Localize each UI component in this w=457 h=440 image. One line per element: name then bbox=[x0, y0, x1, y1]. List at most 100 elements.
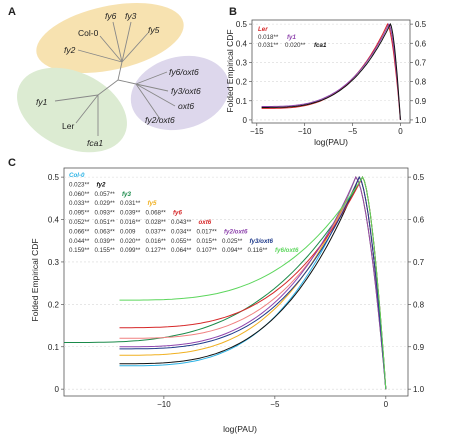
y-tick-label-left: 0 bbox=[243, 116, 248, 125]
x-tick-label: −10 bbox=[157, 400, 171, 409]
matrix-value: 0.016** bbox=[120, 219, 141, 226]
matrix-value: 0.020** bbox=[120, 238, 141, 245]
matrix-value: 0.017** bbox=[197, 228, 218, 235]
panel-c-x-ticks: −10 −5 0 bbox=[157, 396, 389, 409]
y-tick-label-left: 0.2 bbox=[48, 300, 60, 309]
leaf-fy2-oxt6: fy2/oxt6 bbox=[145, 115, 175, 125]
y-tick-label-right: 0.5 bbox=[413, 173, 425, 182]
leaf-fy5: fy5 bbox=[148, 25, 160, 35]
panel-b-chart: Folded Empirical CDF log(PAU) −15 −10 −5 0 … bbox=[225, 19, 427, 147]
matrix-label: Col-0 bbox=[69, 172, 85, 179]
matrix-value: 0.009 bbox=[120, 228, 136, 235]
panel-b-y-ticks: 0 1.0 0.1 0.9 0.2 0.8 0.3 0.7 0.4 0.6 0.5 0.5 bbox=[236, 20, 427, 125]
panel-b-x-ticks: −15 −10 −5 0 bbox=[250, 123, 403, 136]
matrix-value: 0.018** bbox=[258, 34, 279, 41]
cluster-yellow bbox=[36, 3, 184, 73]
leaf-ler: Ler bbox=[62, 121, 74, 131]
y-tick-label-right: 0.9 bbox=[413, 343, 425, 352]
matrix-label: fca1 bbox=[314, 42, 327, 49]
matrix-label: fy6 bbox=[173, 210, 183, 217]
y-tick-label-left: 0.4 bbox=[236, 39, 248, 48]
y-tick-label-right: 0.6 bbox=[413, 216, 425, 225]
panel-c-y-ticks: 0 1.0 0.1 0.9 0.2 0.8 0.3 0.7 0.4 0.6 0.5 0.5 bbox=[48, 173, 425, 394]
panel-letter-c: C bbox=[8, 157, 16, 169]
series-line-fca1 bbox=[261, 22, 401, 120]
matrix-label: fy2 bbox=[97, 181, 107, 188]
panel-letter-b: B bbox=[229, 6, 237, 18]
matrix-value: 0.039** bbox=[120, 210, 141, 217]
matrix-value: 0.107** bbox=[197, 247, 218, 254]
matrix-label: fy2/oxt6 bbox=[224, 228, 248, 235]
y-tick-label-left: 0.5 bbox=[236, 20, 248, 29]
tree-branches bbox=[54, 21, 176, 136]
y-tick-label-left: 0.2 bbox=[236, 78, 248, 87]
matrix-label: oxt6 bbox=[199, 219, 212, 226]
matrix-label: fy3 bbox=[122, 191, 132, 198]
panel-c-frame bbox=[63, 167, 409, 397]
leaf-oxt6: oxt6 bbox=[178, 101, 194, 111]
y-tick-label-right: 0.8 bbox=[415, 78, 427, 87]
matrix-value: 0.093** bbox=[95, 210, 116, 217]
x-tick-label: 0 bbox=[398, 127, 403, 136]
panel-b-xlabel: log(PAU) bbox=[314, 137, 348, 147]
matrix-value: 0.116** bbox=[248, 247, 268, 254]
x-tick-label: −15 bbox=[250, 127, 264, 136]
y-tick-label-left: 0.5 bbox=[48, 173, 60, 182]
matrix-value: 0.127** bbox=[146, 247, 167, 254]
panel-b-series bbox=[261, 22, 401, 120]
series-line-fy6-oxt6 bbox=[119, 176, 387, 390]
panel-c-grid bbox=[64, 176, 408, 390]
matrix-value: 0.055** bbox=[171, 238, 192, 245]
y-tick-label-right: 0.7 bbox=[413, 258, 425, 267]
y-tick-label-left: 0 bbox=[55, 385, 60, 394]
series-line-ler bbox=[261, 23, 401, 120]
matrix-value: 0.028** bbox=[146, 219, 167, 226]
series-line-fy1 bbox=[261, 23, 401, 120]
matrix-value: 0.016** bbox=[146, 238, 167, 245]
panel-b-frame bbox=[251, 19, 411, 124]
panel-c-chart: Folded Empirical CDF log(PAU) −10 −5 0 0 1.… bbox=[30, 167, 425, 434]
matrix-value: 0.099** bbox=[120, 247, 141, 254]
leaf-fy2: fy2 bbox=[64, 45, 76, 55]
matrix-value: 0.052** bbox=[69, 219, 90, 226]
leaf-fy6-oxt6: fy6/oxt6 bbox=[169, 67, 199, 77]
matrix-value: 0.015** bbox=[197, 238, 218, 245]
matrix-value: 0.051** bbox=[95, 219, 116, 226]
matrix-value: 0.033** bbox=[69, 200, 90, 207]
panel-letter-a: A bbox=[8, 6, 16, 18]
matrix-value: 0.068** bbox=[146, 210, 167, 217]
panel-c-ylabel: Folded Empirical CDF bbox=[30, 238, 40, 321]
y-tick-label-left: 0.3 bbox=[48, 258, 60, 267]
y-tick-label-left: 0.1 bbox=[236, 97, 248, 106]
matrix-value: 0.060** bbox=[69, 191, 90, 198]
y-tick-label-right: 1.0 bbox=[415, 116, 427, 125]
y-tick-label-right: 0.5 bbox=[415, 20, 427, 29]
matrix-value: 0.023** bbox=[69, 181, 90, 188]
matrix-value: 0.066** bbox=[69, 228, 90, 235]
panel-c-series bbox=[64, 175, 387, 390]
y-tick-label-right: 0.6 bbox=[415, 39, 427, 48]
matrix-label: fy1 bbox=[287, 34, 297, 41]
matrix-value: 0.034** bbox=[171, 228, 192, 235]
y-tick-label-left: 0.4 bbox=[48, 216, 60, 225]
matrix-value: 0.094** bbox=[222, 247, 243, 254]
matrix-value: 0.020** bbox=[285, 42, 306, 49]
leaf-fy6: fy6 bbox=[105, 11, 117, 21]
matrix-label: fy3/oxt6 bbox=[250, 238, 274, 245]
matrix-value: 0.029** bbox=[95, 200, 116, 207]
leaf-fca1: fca1 bbox=[87, 138, 103, 148]
leaf-fy3-oxt6: fy3/oxt6 bbox=[171, 86, 201, 96]
matrix-value: 0.025** bbox=[222, 238, 243, 245]
panel-b-ylabel: Folded Empirical CDF bbox=[225, 29, 235, 112]
y-tick-label-left: 0.1 bbox=[48, 343, 60, 352]
y-tick-label-right: 1.0 bbox=[413, 385, 425, 394]
matrix-value: 0.031** bbox=[120, 200, 141, 207]
y-tick-label-right: 0.8 bbox=[413, 300, 425, 309]
matrix-value: 0.064** bbox=[171, 247, 192, 254]
matrix-value: 0.155** bbox=[95, 247, 116, 254]
series-line-fy3-oxt6 bbox=[119, 175, 387, 390]
matrix-value: 0.044** bbox=[69, 238, 90, 245]
matrix-value: 0.159** bbox=[69, 247, 90, 254]
